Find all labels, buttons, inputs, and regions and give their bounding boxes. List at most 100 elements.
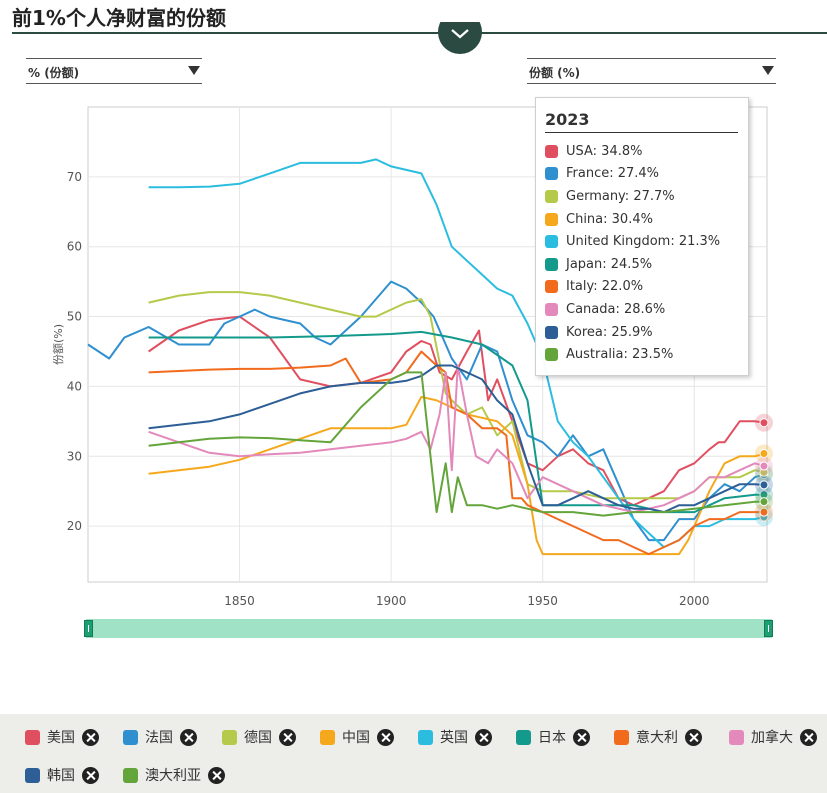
tooltip-year: 2023 xyxy=(545,110,590,129)
remove-icon[interactable] xyxy=(279,728,296,746)
y-tick-label: 50 xyxy=(67,310,82,324)
legend-item[interactable]: 德国 xyxy=(222,726,296,748)
legend-label: 英国 xyxy=(440,730,468,746)
metric-select-value: 份额 (%) xyxy=(529,66,581,80)
remove-icon[interactable] xyxy=(377,728,394,746)
legend-item[interactable]: 美国 xyxy=(25,726,99,748)
legend-label: 日本 xyxy=(538,730,566,746)
remove-icon[interactable] xyxy=(180,728,197,746)
remove-icon[interactable] xyxy=(475,728,492,746)
legend-label: 法国 xyxy=(145,730,173,746)
legend-item[interactable]: 日本 xyxy=(516,726,590,748)
legend-label: 意大利 xyxy=(636,730,678,746)
endpoint-marker xyxy=(759,461,769,471)
tooltip-value: USA: 34.8% xyxy=(566,143,643,159)
legend-swatch xyxy=(25,767,40,783)
legend-item[interactable]: 中国 xyxy=(320,726,394,748)
tooltip-value: Germany: 27.7% xyxy=(566,188,675,204)
tooltip-value: Korea: 25.9% xyxy=(566,324,653,340)
legend-item[interactable]: 韩国 xyxy=(25,764,99,786)
tooltip-value: Canada: 28.6% xyxy=(566,301,666,317)
tooltip-value: France: 27.4% xyxy=(566,166,660,182)
endpoint-marker xyxy=(759,507,769,517)
tooltip-swatch xyxy=(545,235,558,249)
legend-panel: 美国 法国 德国 中国 英国 日本 意大利 加拿大韩国 澳大利亚 xyxy=(0,714,827,793)
legend-item[interactable]: 澳大利亚 xyxy=(123,764,225,786)
remove-icon[interactable] xyxy=(82,766,99,784)
y-tick-label: 20 xyxy=(67,519,82,533)
y-tick-label: 40 xyxy=(67,379,82,393)
page-title: 前1%个人净财富的份额 xyxy=(12,6,226,30)
remove-icon[interactable] xyxy=(82,728,99,746)
tooltip-swatch xyxy=(545,257,558,271)
tooltip-row: Japan: 24.5% xyxy=(545,253,720,276)
y-axis-label: 份额(%) xyxy=(52,324,65,365)
range-handle-right[interactable] xyxy=(764,620,773,637)
legend-swatch xyxy=(516,729,531,745)
remove-icon[interactable] xyxy=(800,728,817,746)
x-tick-label: 2000 xyxy=(679,594,710,608)
tooltip-divider xyxy=(545,132,738,133)
range-handle-left[interactable] xyxy=(84,620,93,637)
tooltip-row: Australia: 23.5% xyxy=(545,343,720,366)
endpoint-marker xyxy=(759,448,769,458)
series-line-china xyxy=(148,395,765,556)
series-line-italy xyxy=(148,350,764,556)
series-line-japan xyxy=(148,330,764,514)
legend-item[interactable]: 意大利 xyxy=(614,726,702,748)
legend-swatch xyxy=(418,729,433,745)
legend-item[interactable]: 法国 xyxy=(123,726,197,748)
tooltip-row: Germany: 27.7% xyxy=(545,185,720,208)
y-tick-label: 60 xyxy=(67,240,82,254)
tooltip-swatch xyxy=(545,212,558,226)
tooltip-value: Japan: 24.5% xyxy=(566,256,653,272)
series-line-australia xyxy=(148,371,764,517)
legend-label: 加拿大 xyxy=(751,730,793,746)
tooltip-swatch xyxy=(545,280,558,294)
x-tick-label: 1900 xyxy=(376,594,407,608)
series-line-france xyxy=(87,280,765,542)
legend-label: 澳大利亚 xyxy=(145,768,201,784)
series-line-korea xyxy=(148,364,765,514)
x-tick-label: 1950 xyxy=(527,594,558,608)
tooltip-row: France: 27.4% xyxy=(545,163,720,186)
endpoint-marker xyxy=(759,418,769,428)
collapse-toggle[interactable] xyxy=(438,22,482,54)
tooltip-swatch xyxy=(545,167,558,181)
tooltip-value: China: 30.4% xyxy=(566,211,653,227)
remove-icon[interactable] xyxy=(685,728,702,746)
unit-select-value: % (份额) xyxy=(28,66,80,80)
remove-icon[interactable] xyxy=(208,766,225,784)
tooltip-row: Korea: 25.9% xyxy=(545,321,720,344)
tooltip-swatch xyxy=(545,302,558,316)
legend-swatch xyxy=(123,729,138,745)
range-scrollbar[interactable] xyxy=(86,619,772,638)
y-tick-label: 30 xyxy=(67,449,82,463)
legend-swatch xyxy=(25,729,40,745)
tooltip-swatch xyxy=(545,348,558,362)
dropdown-caret-icon xyxy=(188,66,200,75)
legend-swatch xyxy=(614,729,629,745)
legend-label: 中国 xyxy=(342,730,370,746)
legend-item[interactable]: 加拿大 xyxy=(729,726,817,748)
metric-select[interactable]: 份额 (%) xyxy=(527,58,776,84)
legend-label: 德国 xyxy=(244,730,272,746)
chevron-down-icon xyxy=(451,29,469,39)
unit-select[interactable]: % (份额) xyxy=(26,58,202,84)
legend-label: 韩国 xyxy=(47,768,75,784)
endpoint-marker xyxy=(759,497,769,507)
dropdown-caret-icon xyxy=(762,66,774,75)
tooltip-swatch xyxy=(545,325,558,339)
legend-swatch xyxy=(123,767,138,783)
tooltip-value: United Kingdom: 21.3% xyxy=(566,234,721,250)
tooltip-row: Italy: 22.0% xyxy=(545,276,720,299)
tooltip-row: United Kingdom: 21.3% xyxy=(545,230,720,253)
tooltip-row: Canada: 28.6% xyxy=(545,298,720,321)
title-divider xyxy=(12,32,827,34)
tooltip-swatch xyxy=(545,144,558,158)
legend-label: 美国 xyxy=(47,730,75,746)
legend-swatch xyxy=(729,729,744,745)
remove-icon[interactable] xyxy=(573,728,590,746)
endpoint-marker xyxy=(759,480,769,490)
legend-item[interactable]: 英国 xyxy=(418,726,492,748)
